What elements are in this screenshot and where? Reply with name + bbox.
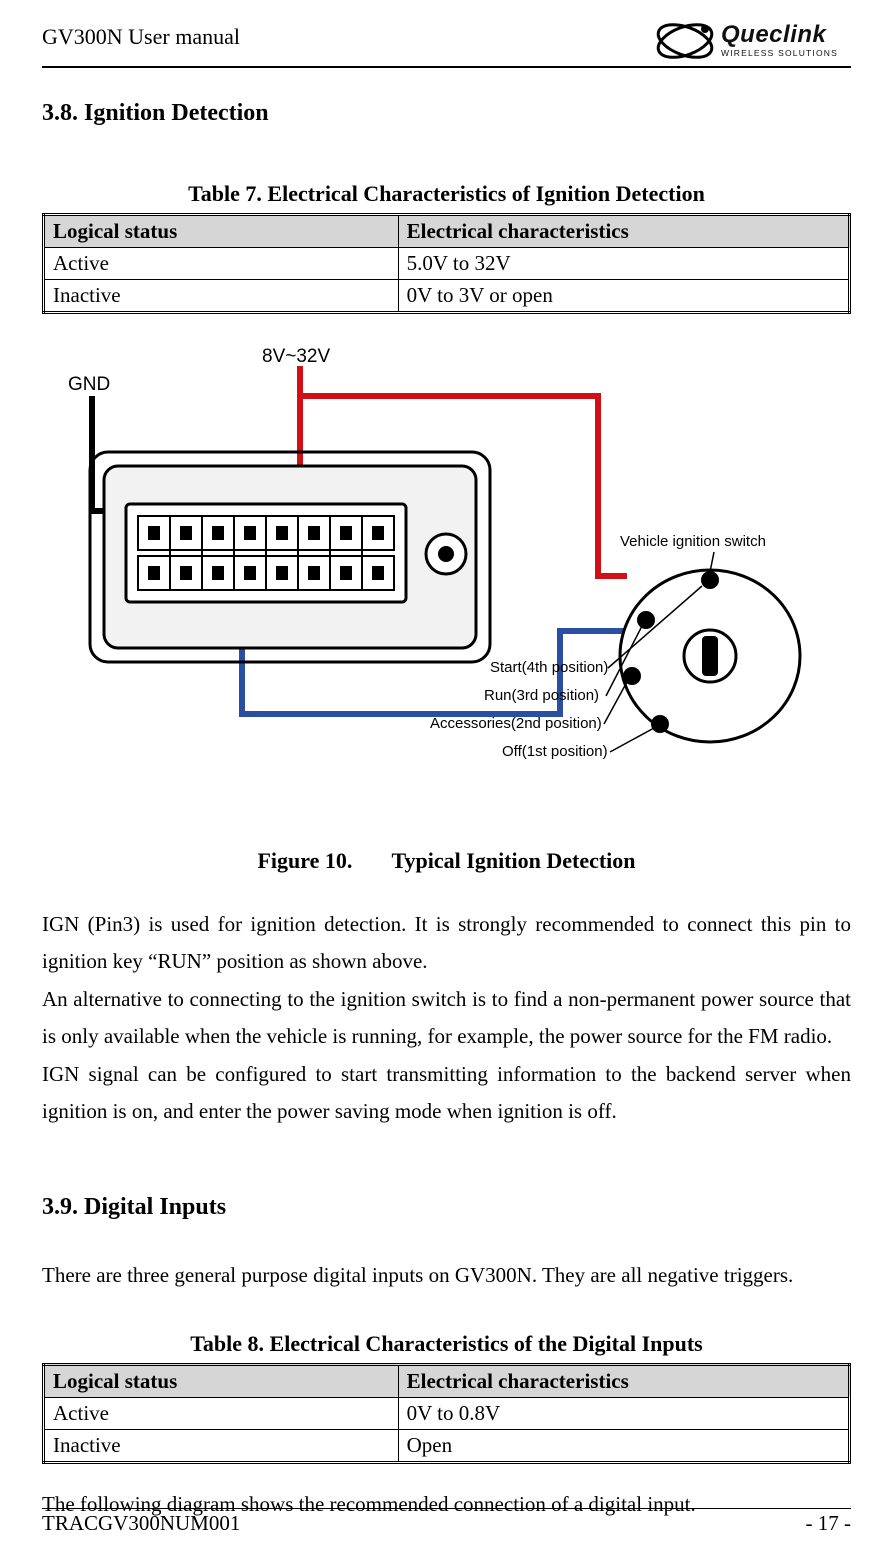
gnd-label: GND: [68, 374, 110, 395]
figure-number: Figure 10.: [257, 848, 352, 874]
table7: Logical status Electrical characteristic…: [42, 213, 851, 314]
table-cell: Active: [44, 248, 399, 280]
table-cell: Inactive: [44, 1429, 399, 1462]
table-cell: 0V to 3V or open: [398, 280, 849, 313]
pos4-label: Start(4th position): [490, 659, 608, 676]
section1-body: IGN (Pin3) is used for ignition detectio…: [42, 906, 851, 1130]
queclink-logo: Queclink WIRELESS SOLUTIONS: [653, 18, 851, 64]
table-cell: Active: [44, 1397, 399, 1429]
table-cell: 0V to 0.8V: [398, 1397, 849, 1429]
table-row: Active 0V to 0.8V: [44, 1397, 850, 1429]
footer-doc-id: TRACGV300NUM001: [42, 1511, 240, 1536]
page-header: GV300N User manual Queclink WIRELESS SOL…: [42, 18, 851, 64]
table8: Logical status Electrical characteristic…: [42, 1363, 851, 1464]
section-title-digital-inputs: 3.9. Digital Inputs: [42, 1194, 851, 1221]
figure-title: Typical Ignition Detection: [392, 848, 636, 873]
table-row: Logical status Electrical characteristic…: [44, 1364, 850, 1397]
table-row: Logical status Electrical characteristic…: [44, 215, 850, 248]
table-cell: 5.0V to 32V: [398, 248, 849, 280]
pos1-label: Off(1st position): [502, 743, 608, 760]
logo-subtext: WIRELESS SOLUTIONS: [721, 48, 838, 58]
pos2-label: Accessories(2nd position): [430, 715, 602, 732]
figure10-diagram: GND 8V~32V: [42, 336, 851, 816]
table-row: Active 5.0V to 32V: [44, 248, 850, 280]
volt-label: 8V~32V: [262, 346, 330, 367]
ignition-switch: [620, 570, 800, 742]
header-rule: [42, 66, 851, 68]
table-row: Inactive Open: [44, 1429, 850, 1462]
table8-caption: Table 8. Electrical Characteristics of t…: [42, 1331, 851, 1357]
switch-title-label: Vehicle ignition switch: [620, 533, 766, 550]
figure10-caption: Figure 10. Typical Ignition Detection: [42, 848, 851, 874]
table-row: Inactive 0V to 3V or open: [44, 280, 850, 313]
pos3-label: Run(3rd position): [484, 687, 599, 704]
section2-intro: There are three general purpose digital …: [42, 1257, 851, 1294]
table-header-cell: Logical status: [44, 215, 399, 248]
section-title-ignition: 3.8. Ignition Detection: [42, 100, 851, 127]
doc-title: GV300N User manual: [42, 18, 240, 50]
table-cell: Open: [398, 1429, 849, 1462]
logo-ellipse-icon: [653, 19, 717, 63]
table-header-cell: Electrical characteristics: [398, 215, 849, 248]
footer-page-number: - 17 -: [806, 1511, 852, 1536]
table-header-cell: Logical status: [44, 1364, 399, 1397]
table-header-cell: Electrical characteristics: [398, 1364, 849, 1397]
table-cell: Inactive: [44, 280, 399, 313]
table7-caption: Table 7. Electrical Characteristics of I…: [42, 181, 851, 207]
logo-text: Queclink: [721, 24, 838, 46]
page-footer: TRACGV300NUM001 - 17 -: [42, 1508, 851, 1536]
